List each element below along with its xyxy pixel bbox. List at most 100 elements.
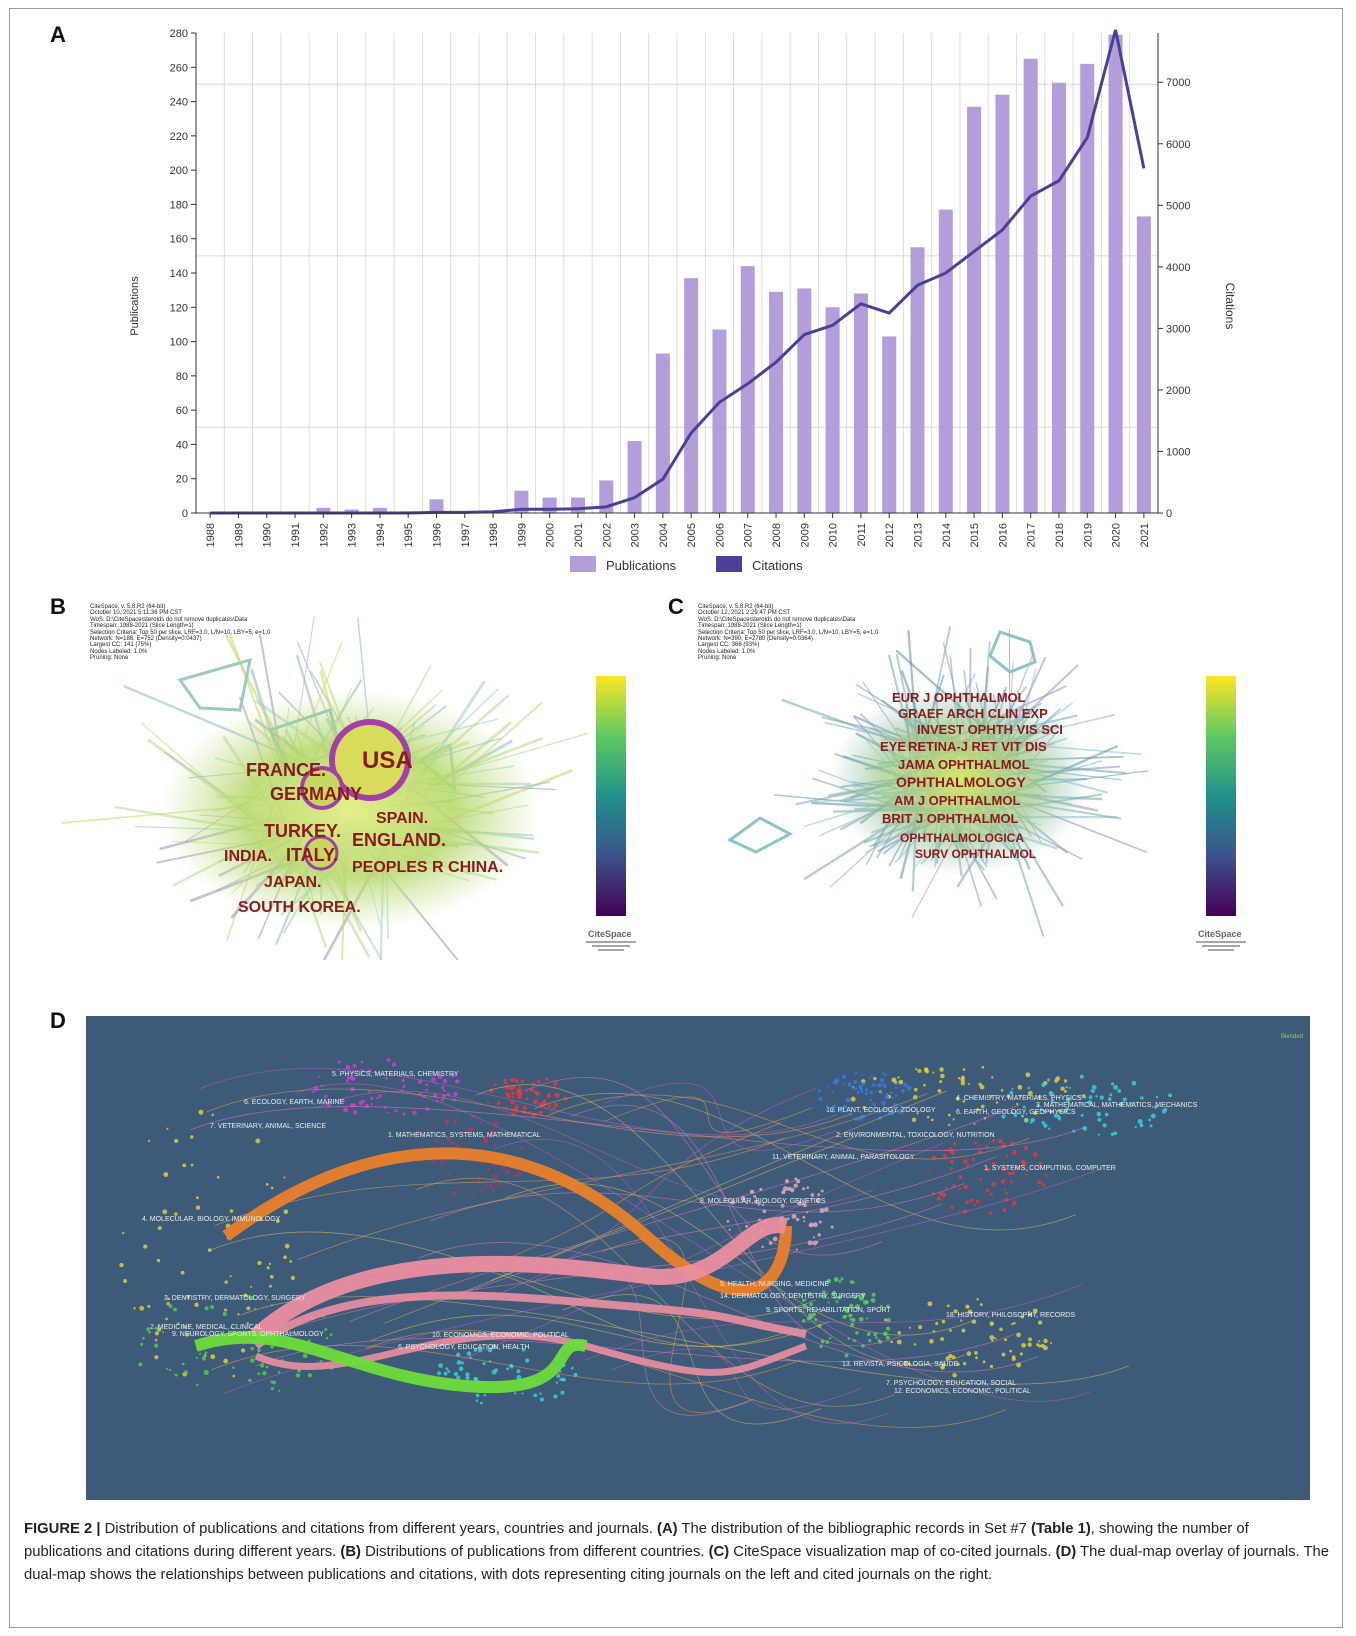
journal-dot — [932, 1071, 935, 1074]
x-tick-label: 1994 — [375, 523, 387, 547]
caption-text: , showing the number of publications and… — [24, 1521, 1249, 1560]
journal-dot — [455, 1115, 459, 1119]
journal-dot — [1004, 1338, 1008, 1342]
journal-dot — [825, 1104, 829, 1108]
journal-dot — [1113, 1131, 1118, 1136]
color-scale-bar — [596, 676, 626, 916]
journal-dot — [817, 1089, 822, 1093]
journal-cocitation-map: EUR J OPHTHALMOL GRAEF ARCH CLIN EXP INV… — [727, 626, 1246, 951]
journal-dot — [291, 1331, 294, 1334]
journal-dot — [157, 1226, 162, 1231]
link — [610, 1348, 862, 1410]
journal-dot — [974, 1141, 978, 1145]
journal-dot — [976, 1298, 979, 1301]
journal-dot — [991, 1339, 994, 1342]
journal-dot — [961, 1075, 965, 1080]
journal-dot — [174, 1373, 178, 1377]
journal-dot — [555, 1381, 559, 1384]
label-jama-ophthalmol: JAMA OPHTHALMOL — [898, 757, 1030, 772]
journal-dot — [1019, 1352, 1023, 1356]
journal-dot — [511, 1095, 515, 1099]
x-tick-label: 2006 — [714, 523, 726, 547]
journal-dot — [985, 1167, 991, 1173]
journal-dot — [447, 1137, 451, 1141]
journal-dot — [439, 1162, 443, 1166]
journal-dot — [143, 1244, 148, 1249]
journal-dot — [854, 1087, 858, 1091]
journal-dot — [889, 1091, 893, 1095]
journal-dot — [142, 1336, 145, 1340]
journal-dot — [1024, 1173, 1028, 1176]
journal-dot — [545, 1077, 549, 1082]
journal-dot — [510, 1099, 515, 1105]
journal-dot — [864, 1088, 869, 1092]
journal-dot — [1046, 1078, 1051, 1082]
link — [214, 1137, 785, 1227]
link — [562, 1294, 822, 1425]
journal-dot — [167, 1297, 171, 1301]
journal-dot — [257, 1348, 261, 1353]
journal-dot — [441, 1085, 445, 1090]
journal-dot — [812, 1240, 818, 1246]
journal-dot — [897, 1076, 900, 1079]
citation-path-pink-2 — [253, 1291, 807, 1350]
caption-text: The distribution of the bibliographic re… — [677, 1521, 1032, 1537]
left-discipline-label: 1. MATHEMATICS, SYSTEMS, MATHEMATICAL — [388, 1132, 541, 1139]
journal-dot — [1069, 1086, 1072, 1089]
journal-dot — [824, 1207, 829, 1212]
metadata-line: Network: N=186, E=752 (Density=0.0437) — [90, 636, 202, 643]
journal-dot — [989, 1095, 993, 1098]
metadata-line: Selection Criteria: Top 50 per slice, LR… — [698, 629, 879, 636]
journal-dot — [352, 1063, 357, 1068]
journal-dot — [891, 1096, 895, 1100]
journal-dot — [443, 1371, 448, 1376]
journal-dot — [806, 1186, 810, 1190]
journal-dot — [1080, 1113, 1084, 1117]
journal-dot — [387, 1111, 390, 1114]
journal-dot — [1011, 1356, 1016, 1361]
link — [366, 1330, 1006, 1428]
journal-dot — [822, 1294, 827, 1299]
journal-dot — [832, 1104, 837, 1109]
journal-dot — [871, 1292, 876, 1297]
journal-dot — [1048, 1091, 1054, 1097]
journal-dot — [1037, 1094, 1042, 1099]
journal-dot — [916, 1112, 919, 1115]
journal-dot — [262, 1371, 267, 1376]
journal-dot — [903, 1083, 908, 1088]
journal-dot — [437, 1074, 443, 1080]
journal-dot — [855, 1304, 861, 1310]
journal-dot — [913, 1343, 917, 1346]
journal-dot — [1043, 1338, 1048, 1344]
journal-dot — [437, 1371, 442, 1376]
journal-dot — [818, 1096, 823, 1102]
journal-dot — [949, 1167, 953, 1171]
metadata-line: October 10, 2021 5:11:36 PM CST — [90, 610, 182, 617]
journal-dot — [418, 1080, 421, 1083]
x-tick-label: 2016 — [997, 523, 1009, 547]
journal-dot — [911, 1117, 917, 1123]
journal-dot — [385, 1076, 388, 1080]
journal-dot — [880, 1092, 883, 1095]
journal-dot — [1001, 1114, 1006, 1119]
bar-2006 — [712, 329, 727, 513]
grid — [195, 33, 1159, 513]
journal-dot — [946, 1304, 950, 1308]
journal-dot — [1110, 1082, 1115, 1086]
journal-dot — [1027, 1310, 1030, 1313]
journal-dot — [505, 1170, 510, 1175]
journal-dot — [505, 1106, 508, 1109]
y2-axis-title: Citations — [1223, 283, 1237, 330]
usa-node — [329, 719, 411, 801]
journal-dot — [166, 1301, 170, 1306]
legend-label-publications: Publications — [606, 558, 677, 573]
journal-dot — [886, 1304, 890, 1309]
journal-dot — [546, 1093, 551, 1098]
citation-path-pink-3 — [254, 1332, 808, 1376]
journal-dot — [947, 1113, 951, 1117]
journal-dot — [323, 1094, 328, 1099]
x-tick-label: 1997 — [460, 523, 472, 547]
journal-dot — [827, 1301, 830, 1304]
journal-dot — [973, 1203, 977, 1207]
journal-dot — [1020, 1315, 1024, 1319]
